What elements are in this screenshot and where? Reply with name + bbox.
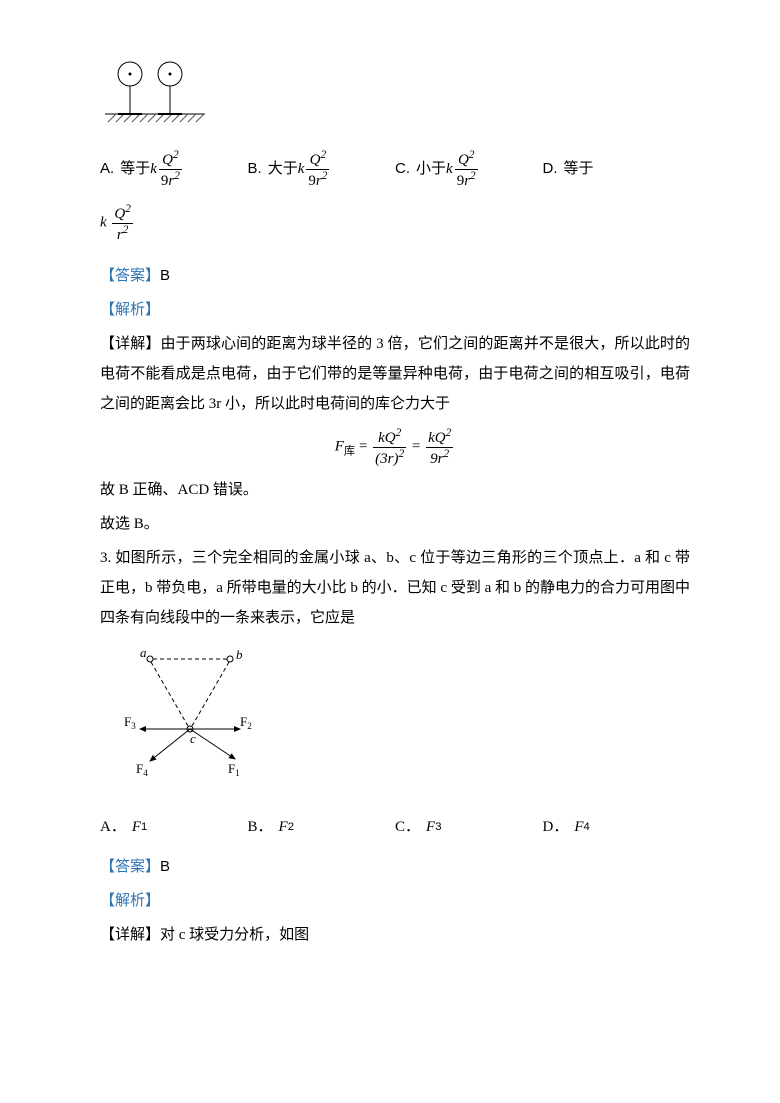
q2-detail: 【详解】由于两球心间的距离为球半径的 3 倍，它们之间的距离并不是很大，所以此时… xyxy=(100,329,690,419)
q3-stem: 3. 如图所示，三个完全相同的金属小球 a、b、c 位于等边三角形的三个顶点上．… xyxy=(100,543,690,633)
formula-frac: Q2 9r2 xyxy=(304,149,331,189)
q2-option-d[interactable]: D. 等于 xyxy=(543,149,691,189)
q2-option-a[interactable]: A. 等于 k Q2 9r2 xyxy=(100,149,248,189)
answer-value: B xyxy=(160,858,170,875)
svg-text:F1: F1 xyxy=(228,761,240,778)
svg-text:F4: F4 xyxy=(136,761,148,778)
opt-prefix: C． xyxy=(395,812,420,842)
opt-prefix: B. xyxy=(248,154,262,184)
analysis-label: 【解析】 xyxy=(100,893,160,909)
answer-label: 【答案】 xyxy=(100,859,160,875)
formula-k: k xyxy=(298,154,305,184)
q2-options: A. 等于 k Q2 9r2 B. 大于 k Q2 9r2 C. 小于 k Q2… xyxy=(100,149,690,189)
q2-option-c[interactable]: C. 小于 k Q2 9r2 xyxy=(395,149,543,189)
formula-frac: Q2 9r2 xyxy=(157,149,184,189)
opt-sub: 1 xyxy=(141,816,147,839)
svg-text:c: c xyxy=(190,731,196,746)
svg-text:F3: F3 xyxy=(124,714,136,731)
opt-prefix: A． xyxy=(100,812,126,842)
q2-option-b[interactable]: B. 大于 k Q2 9r2 xyxy=(248,149,396,189)
opt-text: 小于 xyxy=(416,154,446,184)
svg-text:a: a xyxy=(140,645,147,660)
opt-prefix: D. xyxy=(543,154,558,184)
q3-options: A． F1 B． F2 C． F3 D． F4 xyxy=(100,812,690,842)
answer-label: 【答案】 xyxy=(100,268,160,284)
opt-sub: 4 xyxy=(584,816,590,839)
q3-option-d[interactable]: D． F4 xyxy=(543,812,691,842)
opt-sub: 3 xyxy=(435,816,441,839)
formula-frac: Q2 9r2 xyxy=(453,149,480,189)
opt-sub: 2 xyxy=(288,816,294,839)
q2-figure xyxy=(100,56,690,137)
opt-prefix: B． xyxy=(248,812,273,842)
opt-prefix: C. xyxy=(395,154,410,184)
svg-text:b: b xyxy=(236,647,243,662)
q3-detail: 【详解】对 c 球受力分析，如图 xyxy=(100,920,690,950)
opt-text: 等于 xyxy=(120,154,150,184)
q3-option-c[interactable]: C． F3 xyxy=(395,812,543,842)
q3-option-b[interactable]: B． F2 xyxy=(248,812,396,842)
q3-answer: 【答案】B xyxy=(100,852,690,882)
formula-k: k xyxy=(446,154,453,184)
q2-equation: F库 = kQ2 (3r)2 = kQ2 9r2 xyxy=(100,427,690,467)
opt-F: F xyxy=(132,812,141,842)
formula-frac: Q2 r2 xyxy=(110,203,134,243)
q3-option-a[interactable]: A． F1 xyxy=(100,812,248,842)
opt-text: 等于 xyxy=(564,154,594,184)
opt-prefix: A. xyxy=(100,154,114,184)
analysis-label: 【解析】 xyxy=(100,302,160,318)
opt-F: F xyxy=(574,812,583,842)
opt-prefix: D． xyxy=(543,812,569,842)
formula-k: k xyxy=(150,154,157,184)
q2-conclude1: 故 B 正确、ACD 错误。 xyxy=(100,475,690,505)
svg-text:F2: F2 xyxy=(240,714,252,731)
opt-text: 大于 xyxy=(268,154,298,184)
formula-k: k xyxy=(100,214,107,230)
q3-figure: a b c F1 F2 F3 F4 xyxy=(100,639,690,800)
q2-conclude2: 故选 B。 xyxy=(100,509,690,539)
q2-answer: 【答案】B xyxy=(100,261,690,291)
q2-analysis: 【解析】 xyxy=(100,295,690,325)
page: A. 等于 k Q2 9r2 B. 大于 k Q2 9r2 C. 小于 k Q2… xyxy=(0,0,780,1014)
opt-F: F xyxy=(426,812,435,842)
q2-option-d-formula: k Q2 r2 xyxy=(100,203,690,243)
answer-value: B xyxy=(160,267,170,284)
opt-F: F xyxy=(279,812,288,842)
q3-analysis: 【解析】 xyxy=(100,886,690,916)
